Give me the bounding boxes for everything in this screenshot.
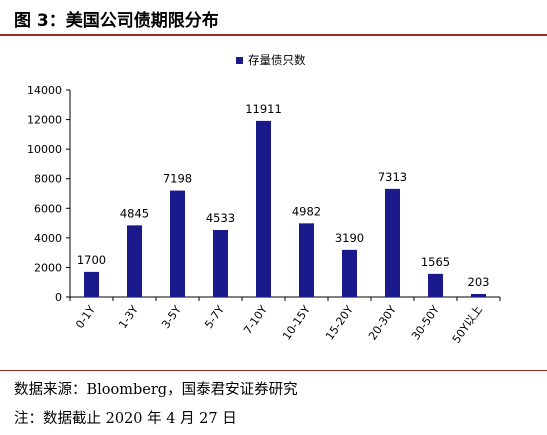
bar-1-3Y [127, 225, 142, 297]
x-tick-label: 50Y以上 [450, 303, 485, 345]
bar-50Y以上 [471, 293, 486, 297]
y-tick-label: 12000 [27, 114, 62, 127]
x-tick-label: 5-7Y [202, 303, 227, 331]
data-label: 7313 [378, 170, 407, 184]
data-label: 203 [468, 275, 490, 289]
bar-20-30Y [385, 188, 400, 297]
x-tick-label: 15-20Y [323, 303, 356, 342]
source-note: 数据来源：Bloomberg，国泰君安证券研究 [14, 382, 298, 398]
footer-divider [0, 370, 547, 371]
data-label: 4845 [120, 206, 149, 220]
bar-15-20Y [342, 249, 357, 297]
data-label: 11911 [245, 102, 282, 116]
bar-30-50Y [428, 273, 443, 297]
y-tick-label: 2000 [34, 261, 62, 274]
x-tick-label: 30-50Y [409, 303, 442, 342]
figure-header: 图 3：美国公司债期限分布 [0, 0, 547, 36]
data-label: 1565 [421, 255, 450, 269]
bar-chart: 0 2000 4000 6000 8000 10000 12000 14000 1700 0-1Y… [27, 53, 501, 346]
bar-10-15Y [299, 223, 314, 297]
data-label: 7198 [163, 172, 192, 186]
legend-label: 存量债只数 [248, 53, 306, 67]
legend-swatch [236, 57, 243, 64]
bar-0-1Y [84, 271, 99, 297]
y-tick-label: 14000 [27, 84, 62, 97]
y-tick-label: 6000 [34, 202, 62, 215]
x-tick-label: 0-1Y [73, 303, 98, 331]
data-label: 1700 [77, 253, 106, 267]
bar-5-7Y [213, 229, 228, 297]
y-tick-label: 8000 [34, 173, 62, 186]
data-label: 4533 [206, 211, 235, 225]
x-tick-label: 10-15Y [280, 303, 313, 342]
y-tick-label: 4000 [34, 232, 62, 245]
data-label: 4982 [292, 204, 321, 218]
bar-3-5Y [170, 190, 185, 297]
y-tick-label: 0 [55, 291, 62, 304]
data-label: 3190 [335, 231, 364, 245]
x-tick-label: 7-10Y [241, 303, 270, 337]
x-tick-label: 1-3Y [116, 303, 141, 331]
data-cutoff-note: 注：数据截止 2020 年 4 月 27 日 [14, 411, 237, 427]
bar-7-10Y [256, 120, 271, 297]
y-tick-label: 10000 [27, 143, 62, 156]
figure-title: 图 3：美国公司债期限分布 [14, 11, 219, 31]
x-tick-label: 20-30Y [366, 303, 399, 342]
x-tick-label: 3-5Y [159, 303, 184, 331]
